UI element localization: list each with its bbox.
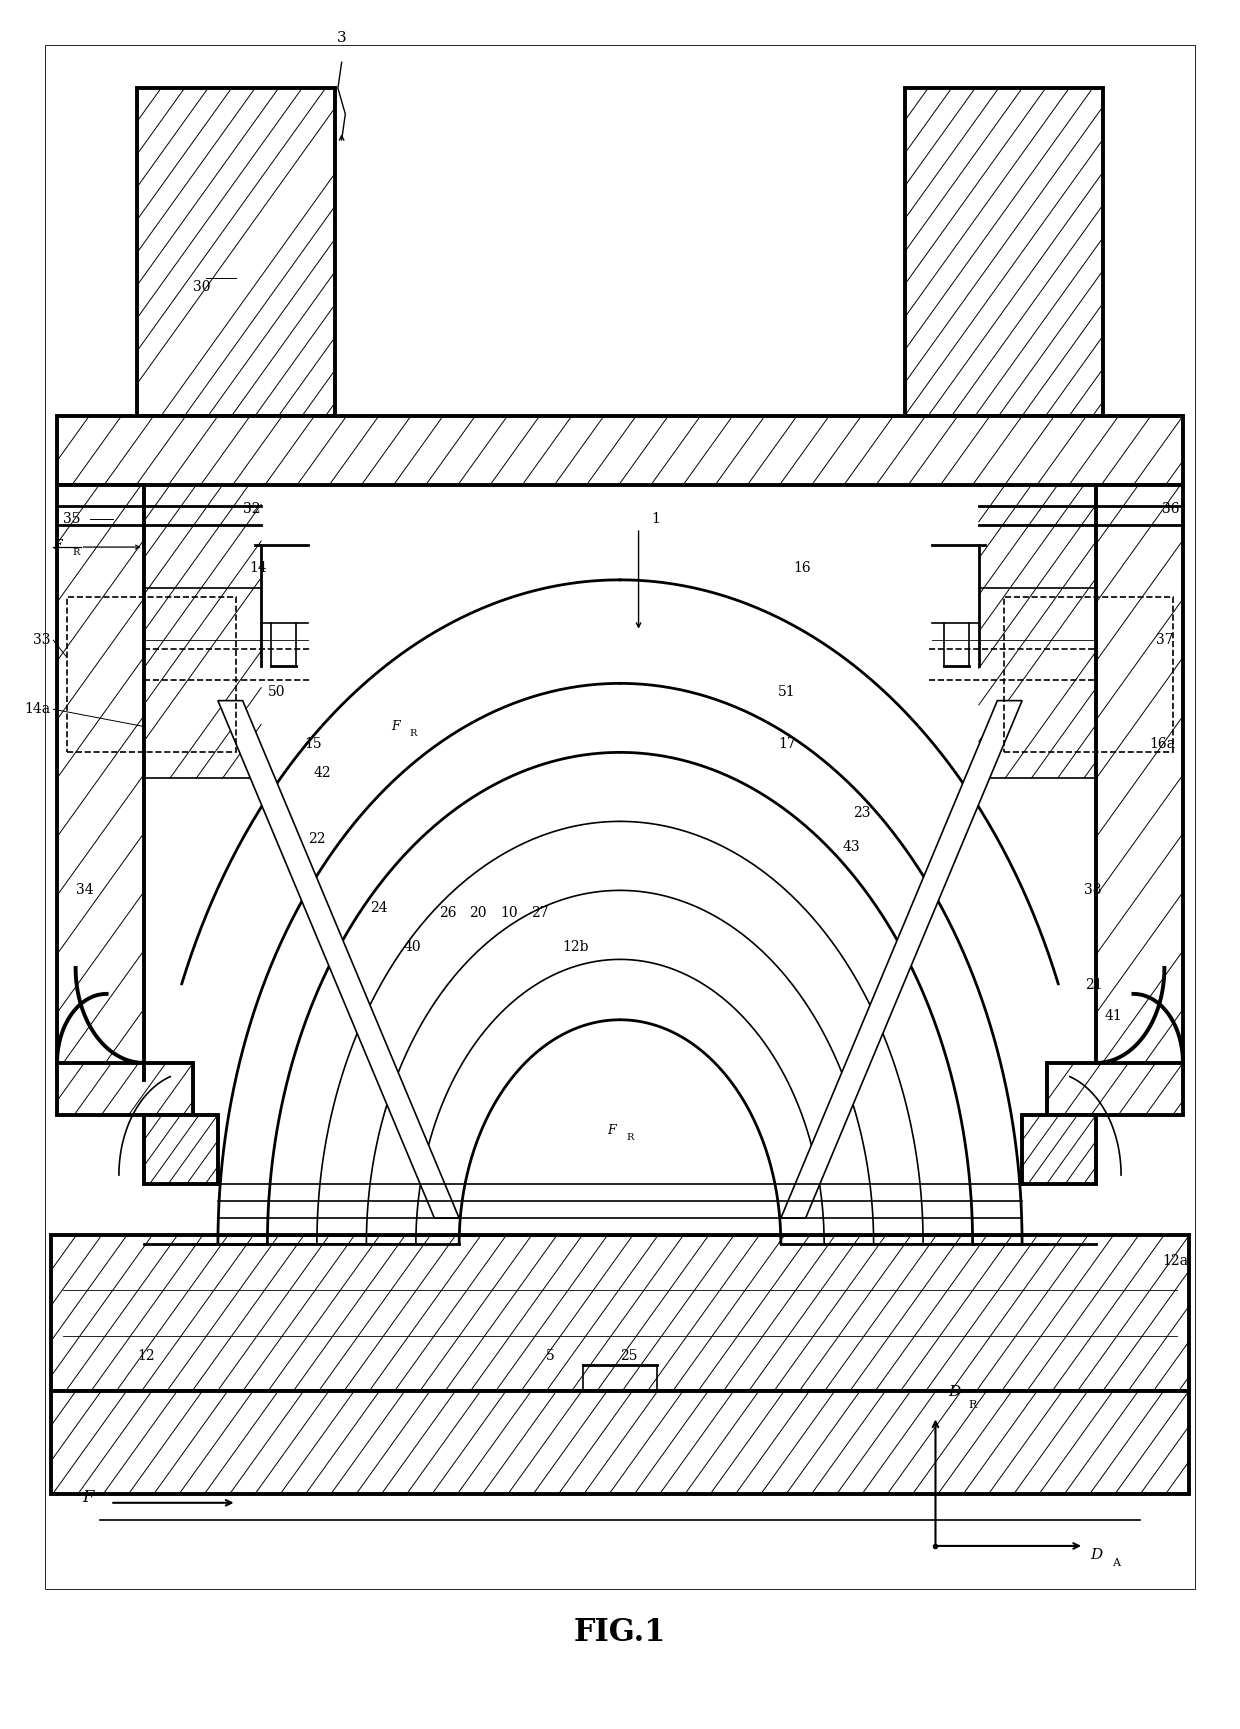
Polygon shape (57, 1063, 193, 1115)
Text: F: F (82, 1489, 93, 1506)
Text: 16a: 16a (1149, 737, 1176, 750)
Text: 1: 1 (651, 512, 660, 526)
Text: 41: 41 (1105, 1010, 1122, 1024)
Text: D: D (1090, 1547, 1102, 1561)
Text: R: R (72, 548, 79, 557)
Polygon shape (904, 88, 1102, 417)
Text: 32: 32 (243, 501, 260, 517)
Text: 10: 10 (500, 906, 517, 920)
Polygon shape (144, 484, 262, 778)
Polygon shape (144, 1115, 218, 1184)
Polygon shape (1047, 1063, 1183, 1115)
Text: R: R (409, 730, 417, 738)
Text: 23: 23 (853, 806, 870, 820)
Text: 14a: 14a (25, 702, 51, 716)
Text: F: F (391, 719, 399, 733)
Text: F: F (608, 1124, 616, 1136)
Text: 21: 21 (1085, 979, 1102, 992)
Text: 20: 20 (469, 906, 486, 920)
Polygon shape (978, 484, 1096, 778)
Polygon shape (51, 1236, 1189, 1390)
Polygon shape (144, 484, 1096, 1072)
Polygon shape (1096, 484, 1183, 1072)
Text: 38: 38 (1084, 884, 1101, 897)
Text: 30: 30 (193, 280, 211, 294)
Text: 43: 43 (843, 840, 861, 854)
Text: 36: 36 (1162, 501, 1179, 517)
Polygon shape (51, 1390, 1189, 1494)
Bar (45, 45, 1195, 1589)
Polygon shape (138, 88, 336, 417)
Polygon shape (781, 700, 1022, 1219)
Text: R: R (968, 1400, 977, 1409)
Polygon shape (57, 417, 1183, 484)
Polygon shape (57, 484, 144, 1072)
Text: 27: 27 (531, 906, 548, 920)
Text: 40: 40 (403, 941, 422, 954)
Text: 3: 3 (337, 31, 346, 45)
Text: 42: 42 (314, 766, 331, 780)
Text: A: A (1112, 1558, 1121, 1568)
Text: 16: 16 (794, 560, 811, 574)
Text: 33: 33 (33, 633, 51, 647)
Text: 22: 22 (309, 832, 326, 845)
Text: 50: 50 (268, 685, 285, 699)
Text: 12a: 12a (1162, 1254, 1188, 1269)
Text: 5: 5 (546, 1349, 554, 1362)
Text: 12b: 12b (562, 941, 588, 954)
Text: 12: 12 (138, 1349, 155, 1362)
Text: D: D (947, 1385, 960, 1399)
Text: 26: 26 (439, 906, 456, 920)
Text: F: F (53, 539, 62, 552)
Text: 51: 51 (779, 685, 796, 699)
Text: 35: 35 (63, 512, 81, 526)
Polygon shape (218, 700, 459, 1219)
Text: 37: 37 (1156, 633, 1173, 647)
Text: 15: 15 (305, 737, 322, 750)
Text: 25: 25 (620, 1349, 637, 1362)
Text: 14: 14 (249, 560, 267, 574)
Text: 24: 24 (370, 901, 388, 915)
Text: 34: 34 (76, 884, 93, 897)
Text: FIG.1: FIG.1 (574, 1617, 666, 1648)
Text: R: R (626, 1132, 634, 1141)
Polygon shape (1022, 1115, 1096, 1184)
Text: 17: 17 (779, 737, 796, 750)
